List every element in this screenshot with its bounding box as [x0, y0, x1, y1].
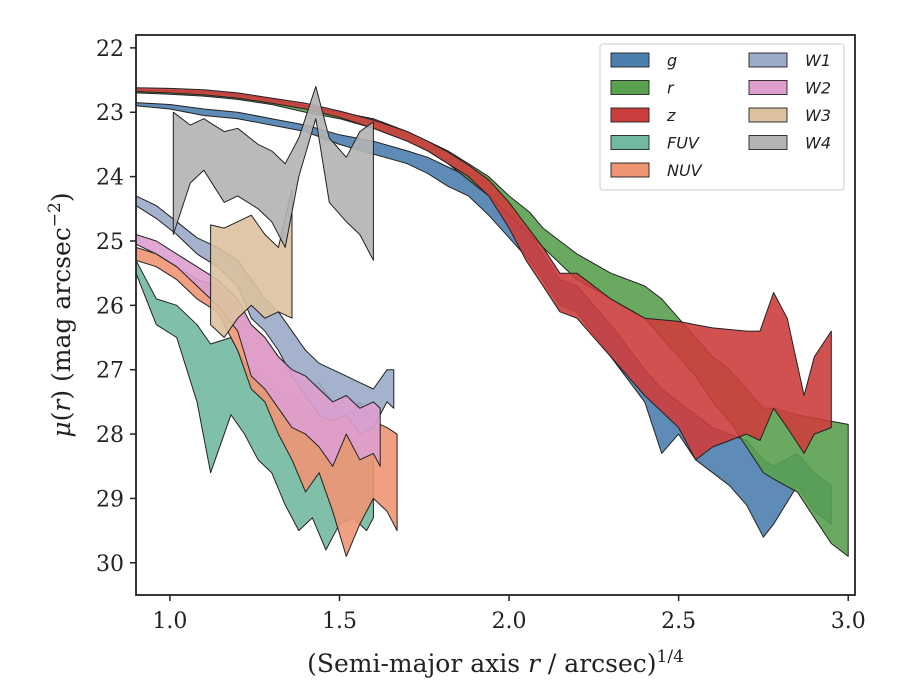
legend-label-W2: W2: [805, 79, 831, 98]
legend-label-z: z: [666, 106, 676, 125]
x-tick-label-1.0: 1.0: [152, 609, 187, 634]
legend-swatch-W4: [748, 135, 788, 150]
y-tick-label-27: 27: [96, 359, 124, 384]
legend-swatch-NUV: [610, 162, 650, 178]
legend-label-r: r: [667, 79, 675, 98]
legend-label-g: g: [667, 51, 677, 70]
band-W3: [210, 189, 293, 338]
legend-label-W4: W4: [805, 134, 831, 153]
legend-label-FUV: FUV: [667, 134, 700, 153]
legend-swatch-W2: [748, 80, 788, 95]
y-tick-label-26: 26: [96, 294, 124, 319]
y-axis-label: μ(r) (mag arcsec−2): [45, 192, 76, 437]
band-W4: [172, 86, 374, 261]
x-tick-label-2.0: 2.0: [492, 609, 527, 634]
legend: grz FUV NUV W1 W2 W3 W4: [599, 43, 845, 191]
legend-swatch-r: [610, 80, 650, 95]
legend-label-NUV: NUV: [667, 161, 703, 180]
y-tick-label-23: 23: [96, 101, 124, 126]
y-tick-label-24: 24: [96, 166, 124, 191]
legend-swatch-FUV: [610, 135, 650, 150]
legend-swatch-g: [610, 52, 650, 68]
x-axis-label: (Semi-major axis r / arcsec)1/4: [307, 647, 684, 678]
x-tick-label-3.0: 3.0: [831, 609, 866, 634]
band-z: [136, 87, 832, 461]
axis-ticks: 1.0 1.5 2.0 2.5 3.0 22 23 24 25 26 27 28 29 30: [96, 37, 866, 634]
y-tick-label-28: 28: [96, 423, 124, 448]
x-tick-label-1.5: 1.5: [322, 609, 357, 634]
y-tick-label-30: 30: [96, 552, 124, 577]
legend-label-W3: W3: [805, 106, 831, 125]
y-tick-label-22: 22: [96, 37, 124, 62]
legend-label-W1: W1: [805, 51, 831, 70]
legend-swatch-z: [610, 107, 650, 123]
legend-swatch-W1: [748, 52, 788, 68]
legend-swatch-W3: [748, 107, 788, 123]
plot-frame: [135, 34, 856, 596]
y-tick-label-29: 29: [96, 487, 124, 512]
y-tick-label-25: 25: [96, 230, 124, 255]
x-tick-label-2.5: 2.5: [661, 609, 696, 634]
plot-area: [136, 86, 849, 557]
